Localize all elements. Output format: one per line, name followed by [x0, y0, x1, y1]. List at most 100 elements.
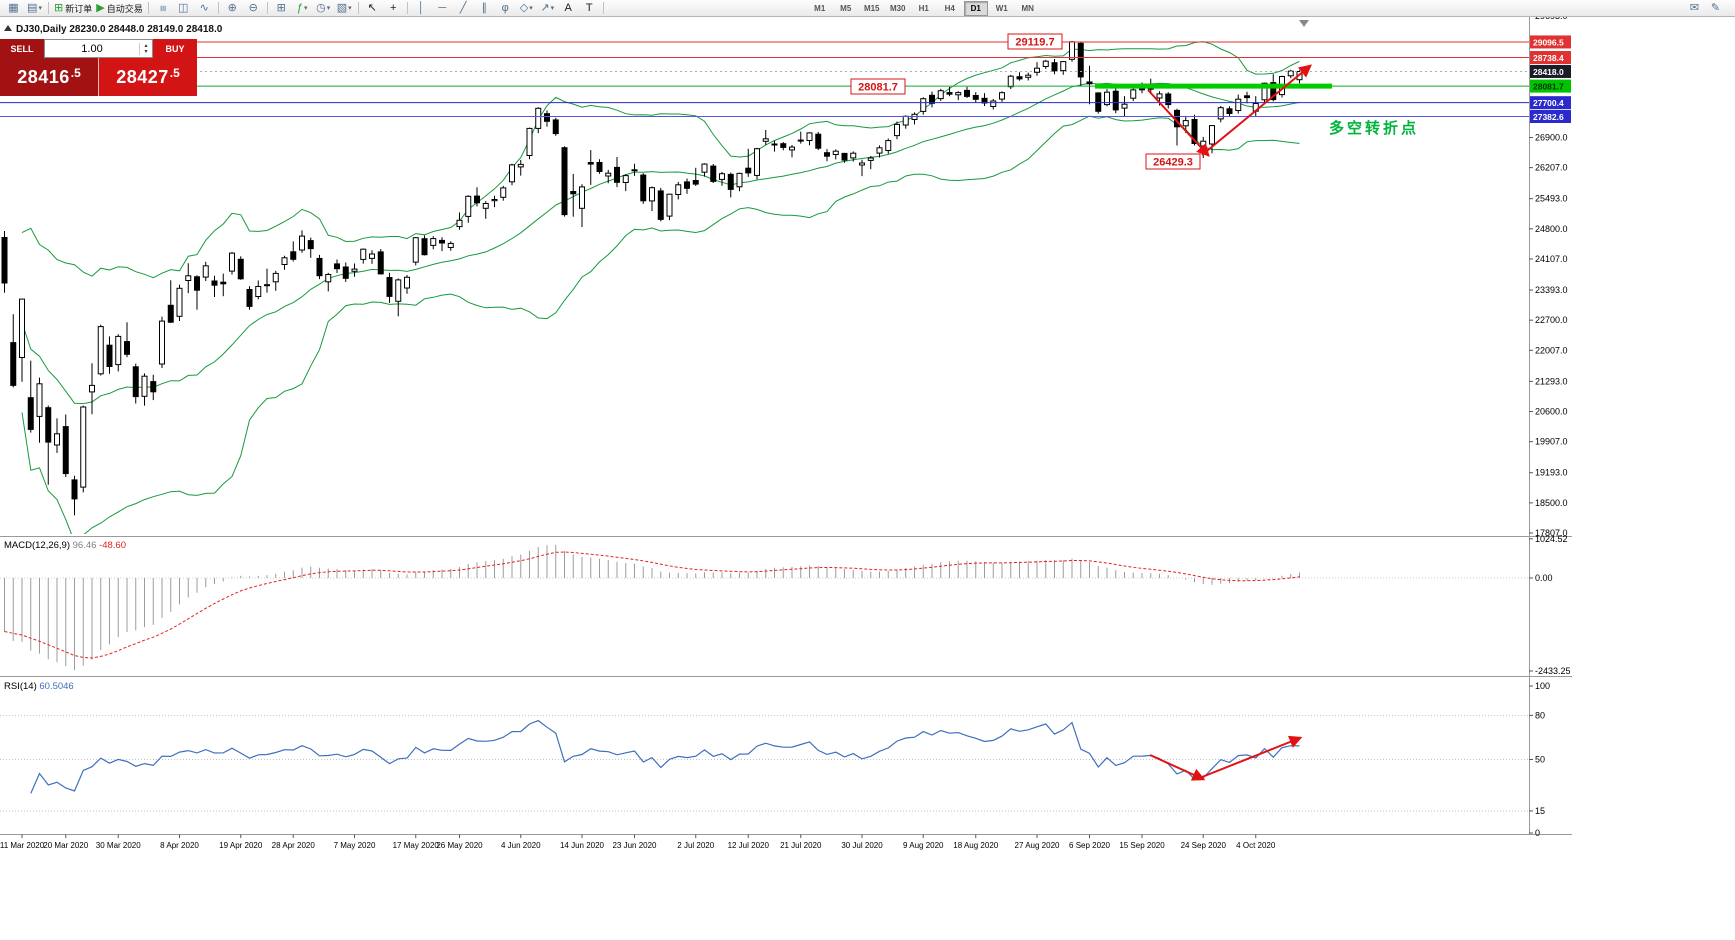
toolbar-separator	[266, 2, 268, 14]
rsi-panel	[0, 714, 1529, 812]
candle	[640, 174, 647, 202]
dropdown-arrow-icon[interactable]: ▾	[550, 5, 555, 12]
candle	[132, 366, 139, 398]
price-annotation-box[interactable]	[1145, 153, 1201, 170]
macd-axis-label: 0.00	[1535, 573, 1553, 583]
date-label: 15 Sep 2020	[1119, 841, 1165, 850]
profiles-button[interactable]: ▤ ▾	[24, 1, 45, 16]
dropdown-arrow-icon[interactable]: ▾	[529, 5, 533, 12]
candle	[745, 167, 752, 174]
timeframe-m15-button[interactable]: M15	[863, 3, 880, 13]
line-chart-button[interactable]: ∿	[194, 1, 215, 16]
buy-button[interactable]: BUY	[153, 39, 197, 58]
price-tag-text: 29096.5	[1533, 37, 1564, 47]
horizontal-line-button[interactable]: ─	[432, 1, 453, 16]
chart-plot-area[interactable]	[0, 17, 1572, 855]
date-label: 28 Apr 2020	[272, 841, 316, 850]
toolbar-separator	[602, 2, 604, 14]
bar-chart-button[interactable]: ≡	[152, 1, 173, 16]
chart-shift-marker[interactable]	[1299, 20, 1309, 27]
candlestick-chart-button[interactable]: ◫	[173, 1, 194, 16]
pencil-icon[interactable]: ✎	[1705, 1, 1726, 16]
tile-windows-button[interactable]: ⊞	[271, 1, 292, 16]
dropdown-arrow-icon[interactable]: ▾	[326, 5, 331, 12]
toolbar-separator	[357, 2, 359, 14]
timeframe-h4-button[interactable]: H4	[944, 3, 955, 13]
timeframe-m30-button[interactable]: M30	[889, 3, 906, 13]
price-annotation-text: 26429.3	[1153, 157, 1193, 169]
price-axis-label: 19193.0	[1535, 468, 1568, 478]
text-label-button[interactable]: T	[579, 1, 600, 16]
timeframe-m5-button[interactable]: M5	[840, 3, 852, 13]
indicators-button[interactable]: ƒ ▾	[292, 1, 313, 16]
text-button[interactable]: A	[558, 1, 579, 16]
candle	[1025, 74, 1032, 78]
mail-icon[interactable]: ✉	[1684, 1, 1705, 16]
crosshair-button[interactable]: +	[383, 1, 404, 16]
trendline-button[interactable]: ╱	[453, 1, 474, 16]
new-order-button[interactable]: ⊞ 新订单	[52, 1, 94, 16]
volume-spinner[interactable]: ▴ ▾	[139, 42, 152, 55]
text-label-icon: T	[585, 1, 593, 14]
candle	[10, 342, 17, 386]
volume-up-icon[interactable]: ▴	[144, 42, 148, 49]
autotrading-button-label: 自动交易	[106, 3, 143, 14]
toolbar: ▦ ▤ ▾ ⊞ 新订单 ▶ 自动交易 ≡ ◫ ∿ ⊕ ⊖ ⊞ ƒ ▾ ◷ ▾ ▧ ▾ ↖ + │ ─ ╱ ∥ φ ◇ ▾ ↗ ▾ A T M1…	[0, 0, 1735, 17]
volume-down-icon[interactable]: ▾	[144, 48, 148, 55]
timeframe-m1-button[interactable]: M1	[814, 3, 826, 13]
price-annotation-box[interactable]	[1007, 33, 1063, 50]
fibonacci-button[interactable]: φ	[495, 1, 516, 16]
candle	[771, 143, 778, 146]
candle	[237, 258, 244, 280]
vertical-line-button[interactable]: │	[411, 1, 432, 16]
candle	[167, 304, 174, 323]
volume-input[interactable]: 1.00	[81, 42, 103, 55]
buy-price[interactable]: 28427 .5	[99, 58, 197, 96]
templates-button[interactable]: ▧ ▾	[334, 1, 355, 16]
autotrading-button[interactable]: ▶ 自动交易	[94, 1, 144, 16]
arrows-button[interactable]: ↗ ▾	[537, 1, 558, 16]
zoom-out-button[interactable]: ⊖	[243, 1, 264, 16]
price-tag	[1530, 109, 1571, 123]
timeframe-mn-button[interactable]: MN	[1021, 3, 1034, 13]
candle	[325, 274, 332, 283]
timeframe-d1-button[interactable]: D1	[963, 0, 988, 16]
dropdown-arrow-icon[interactable]: ▾	[304, 5, 308, 12]
timeframe-w1-button[interactable]: W1	[995, 3, 1008, 13]
trend-arrow[interactable]	[1149, 754, 1206, 781]
candle	[439, 239, 445, 244]
candle	[841, 152, 848, 161]
zoom-in-button[interactable]: ⊕	[222, 1, 243, 16]
zoom-out-icon: ⊖	[248, 1, 258, 14]
cursor-button[interactable]: ↖	[362, 1, 383, 16]
line-chart-icon: ∿	[199, 1, 209, 14]
trend-arrow[interactable]	[1147, 89, 1210, 157]
profiles-icon: ▤	[27, 1, 38, 14]
candle	[97, 326, 104, 375]
sell-price[interactable]: 28416 .5	[0, 58, 99, 96]
new-chart-button[interactable]: ▦	[3, 1, 24, 16]
volume-control[interactable]: 1.00 ▴ ▾	[44, 39, 153, 58]
date-label: 11 Mar 2020	[0, 841, 45, 850]
shapes-button[interactable]: ◇ ▾	[516, 1, 537, 16]
date-label: 30 Jul 2020	[841, 841, 883, 850]
candle	[832, 150, 839, 155]
trend-arrow[interactable]	[1196, 735, 1303, 780]
sell-button[interactable]: SELL	[0, 39, 44, 58]
toolbar-right-icons: ✉ ✎	[1684, 0, 1726, 16]
candle	[342, 266, 349, 279]
candle	[36, 383, 43, 417]
chart-canvas[interactable]: 29693.026900.026207.025493.024800.024107…	[0, 0, 1735, 860]
date-label: 4 Oct 2020	[1236, 841, 1276, 850]
dropdown-arrow-icon[interactable]: ▾	[348, 5, 352, 12]
chinese-annotation[interactable]: 多空转折点	[1329, 119, 1419, 137]
channel-button[interactable]: ∥	[474, 1, 495, 16]
timeframe-h1-button[interactable]: H1	[918, 3, 929, 13]
trend-arrow[interactable]	[1201, 64, 1313, 156]
price-annotation-box[interactable]	[850, 78, 906, 95]
candle	[657, 190, 664, 220]
rsi-axis-label: 15	[1535, 806, 1545, 816]
one-click-collapse-icon[interactable]	[4, 25, 12, 31]
dropdown-arrow-icon[interactable]: ▾	[38, 5, 42, 12]
periods-button[interactable]: ◷ ▾	[313, 1, 334, 16]
